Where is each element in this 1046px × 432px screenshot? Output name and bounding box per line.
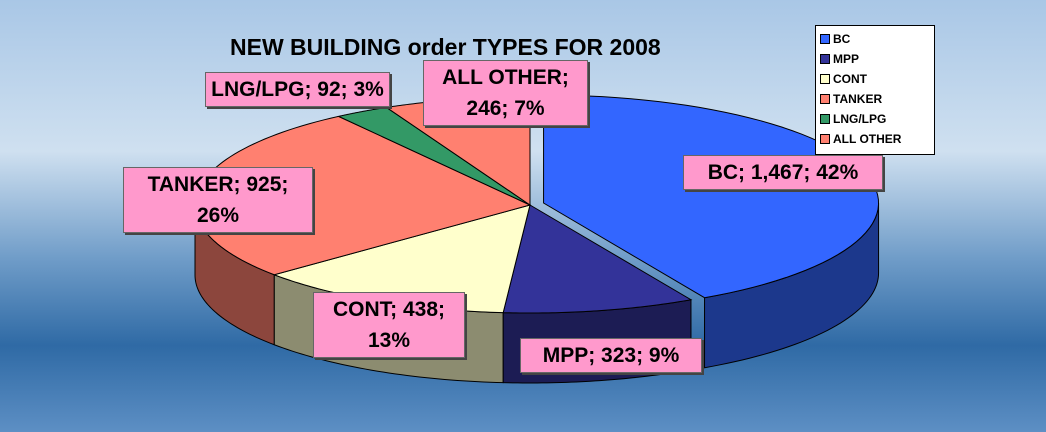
legend-entry: LNG/LPG — [820, 109, 930, 129]
data-label: LNG/LPG; 92; 3% — [205, 72, 390, 107]
data-label: TANKER; 925; 26% — [123, 167, 313, 233]
legend-entry: BC — [820, 29, 930, 49]
legend-entry: CONT — [820, 69, 930, 89]
legend-entry: TANKER — [820, 89, 930, 109]
data-label: ALL OTHER; 246; 7% — [423, 60, 588, 126]
legend-swatch — [820, 34, 830, 44]
legend: BC MPP CONT TANKER LNG/LPG ALL OTHER — [815, 25, 935, 155]
data-label: MPP; 323; 9% — [520, 338, 702, 373]
legend-label: LNG/LPG — [833, 112, 887, 126]
legend-swatch — [820, 134, 830, 144]
legend-label: ALL OTHER — [833, 132, 902, 146]
legend-swatch — [820, 54, 830, 64]
legend-label: BC — [833, 32, 851, 46]
legend-swatch — [820, 74, 830, 84]
legend-entry: MPP — [820, 49, 930, 69]
slice — [336, 106, 531, 206]
legend-label: CONT — [833, 72, 867, 86]
slice — [502, 204, 693, 314]
legend-entry: ALL OTHER — [820, 129, 930, 149]
legend-swatch — [820, 114, 830, 124]
legend-swatch — [820, 94, 830, 104]
data-label: BC; 1,467; 42% — [683, 155, 883, 190]
legend-label: MPP — [833, 52, 860, 66]
data-label: CONT; 438; 13% — [313, 292, 465, 358]
legend-label: TANKER — [833, 92, 883, 106]
chart-title: NEW BUILDING order TYPES FOR 2008 — [230, 34, 661, 60]
